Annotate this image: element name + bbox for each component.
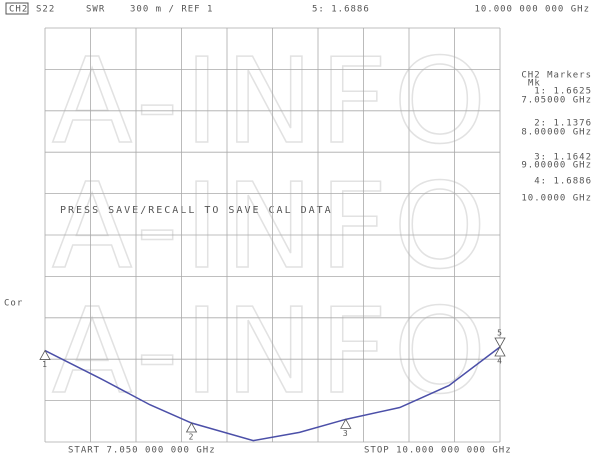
marker-freq: 7.05000 GHz bbox=[521, 96, 592, 106]
marker bbox=[185, 422, 198, 433]
parameter: S22 bbox=[36, 5, 55, 15]
marker bbox=[39, 349, 51, 360]
channel-box bbox=[5, 2, 29, 15]
watermark: A-INFO bbox=[52, 32, 493, 170]
marker-readout: 4: 1.6886 bbox=[534, 177, 592, 187]
marker-readout: 2: 1.1376 bbox=[534, 119, 592, 129]
active-marker: 5: 1.6886 bbox=[312, 5, 370, 15]
marker-label: 2 bbox=[189, 433, 195, 442]
channel: CH2 bbox=[9, 5, 28, 15]
marker-label: 4 bbox=[497, 356, 503, 365]
watermark: A-INFO bbox=[52, 282, 493, 420]
scale: 300 m / REF 1 bbox=[130, 5, 213, 15]
marker-readout: 3: 1.1642 bbox=[534, 153, 592, 163]
marker bbox=[494, 346, 506, 357]
trace bbox=[44, 346, 501, 442]
marker-label: 5 bbox=[497, 328, 503, 337]
watermark: A-INFO bbox=[52, 157, 493, 295]
marker-readout: 1: 1.6625 bbox=[534, 87, 592, 97]
active-freq: 10.000 000 000 GHz bbox=[474, 5, 590, 15]
side-label: Cor bbox=[4, 299, 23, 309]
stop-label: STOP 10.000 000 000 GHz bbox=[364, 446, 512, 455]
format: SWR bbox=[86, 5, 105, 15]
marker-panel-subtitle: Mk bbox=[528, 79, 541, 89]
message: PRESS SAVE/RECALL TO SAVE CAL DATA bbox=[60, 205, 333, 216]
marker bbox=[340, 418, 352, 429]
marker-freq: 9.00000 GHz bbox=[521, 161, 592, 171]
marker-freq: 10.0000 GHz bbox=[521, 194, 592, 204]
marker bbox=[494, 337, 506, 348]
marker-label: 3 bbox=[343, 429, 349, 438]
start-label: START 7.050 000 000 GHz bbox=[68, 446, 216, 455]
marker-panel-title: CH2 Markers bbox=[521, 71, 592, 81]
marker-freq: 8.00000 GHz bbox=[521, 128, 592, 138]
marker-label: 1 bbox=[42, 360, 48, 369]
